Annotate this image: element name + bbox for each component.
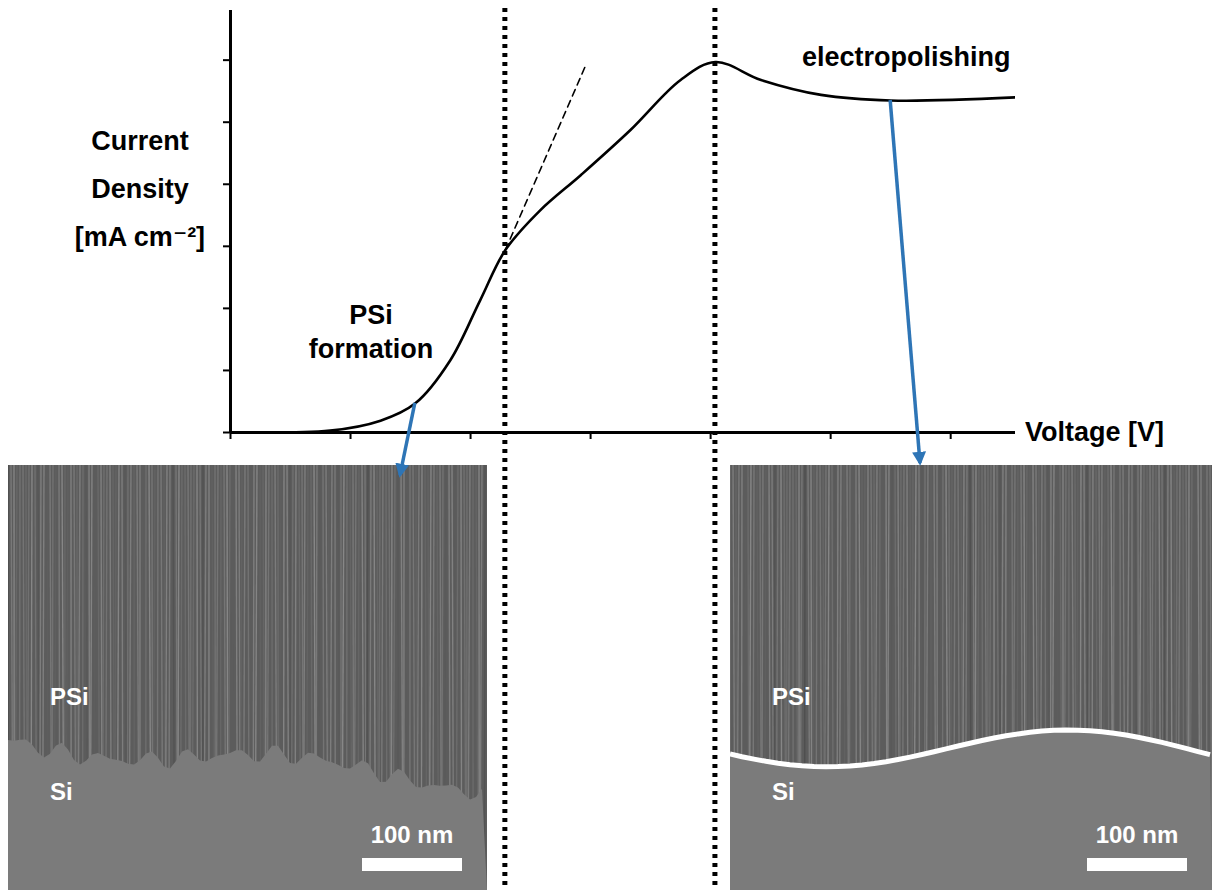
svg-text:Si: Si [50,778,73,805]
svg-text:PSi: PSi [772,683,811,710]
svg-text:Current: Current [91,126,189,156]
svg-text:electropolishing: electropolishing [802,42,1011,72]
svg-text:PSi: PSi [50,683,89,710]
svg-text:[mA cm⁻²]: [mA cm⁻²] [75,222,205,252]
svg-text:PSiformation: PSiformation [309,300,434,364]
svg-text:100 nm: 100 nm [1096,821,1179,848]
svg-text:100 nm: 100 nm [371,821,454,848]
svg-text:Density: Density [91,174,189,204]
svg-text:Si: Si [772,778,795,805]
svg-text:Voltage [V]: Voltage [V] [1025,417,1164,447]
